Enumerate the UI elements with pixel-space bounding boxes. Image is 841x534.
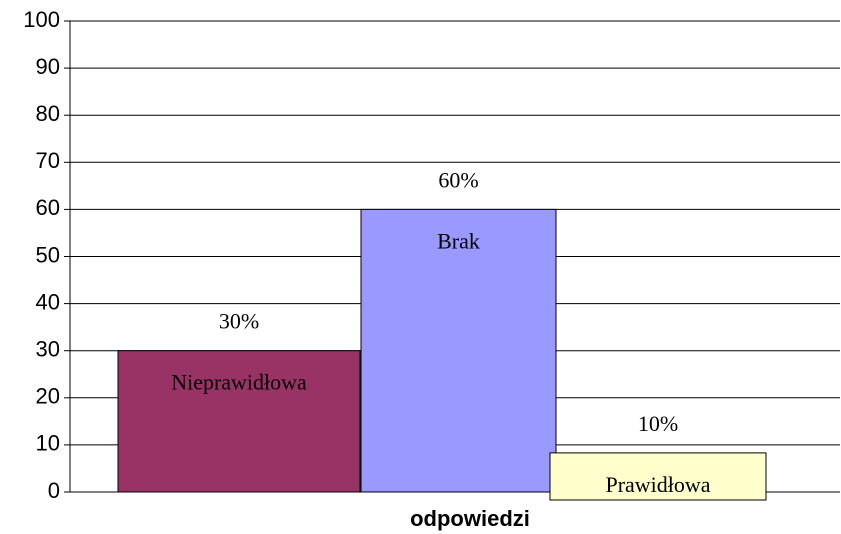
category-label: Prawidłowa [605, 472, 710, 497]
value-label: 60% [438, 167, 478, 192]
category-label: Brak [437, 228, 480, 253]
bar [360, 208, 557, 493]
y-tick-label: 30 [36, 337, 60, 362]
category-label: Nieprawidłowa [171, 370, 307, 395]
value-label: 10% [638, 411, 678, 436]
y-tick-label: 0 [48, 478, 60, 503]
value-label: 30% [219, 309, 259, 334]
y-tick-label: 50 [36, 242, 60, 267]
y-tick-label: 10 [36, 431, 60, 456]
y-tick-label: 80 [36, 101, 60, 126]
y-tick-label: 60 [36, 195, 60, 220]
bar [117, 350, 361, 493]
y-tick-label: 40 [36, 289, 60, 314]
x-axis-label: odpowiedzi [410, 506, 530, 531]
y-tick-label: 20 [36, 384, 60, 409]
y-tick-label: 70 [36, 148, 60, 173]
y-tick-label: 100 [23, 7, 60, 32]
y-tick-label: 90 [36, 54, 60, 79]
bar [549, 452, 767, 501]
